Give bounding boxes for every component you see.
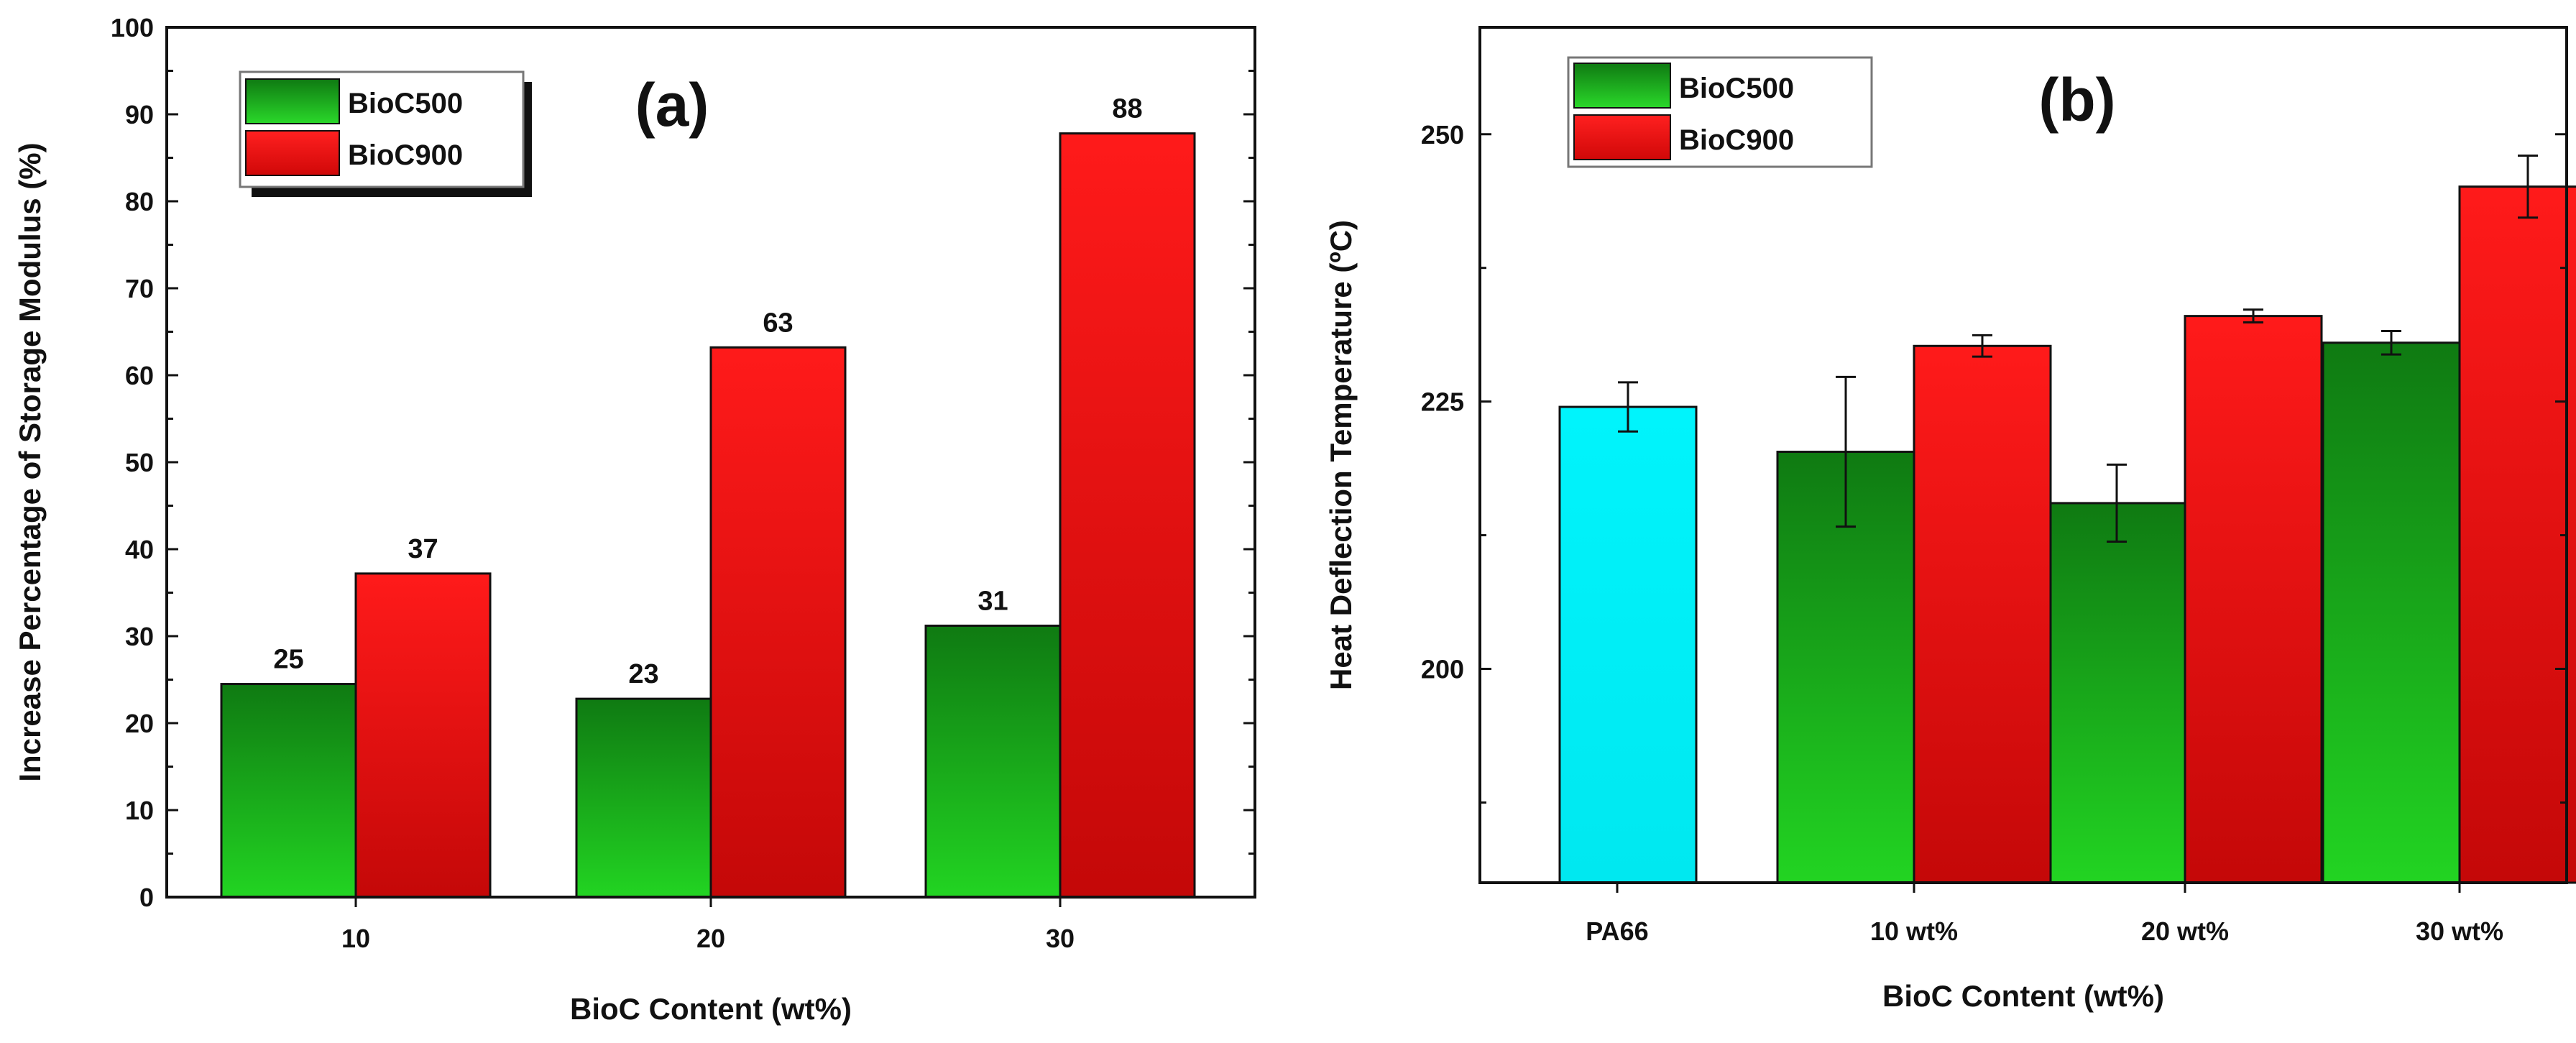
chart-b-x-tick-label: 10 wt% (1870, 916, 1958, 946)
chart-a-legend-label-bioc500: BioC500 (348, 88, 463, 119)
chart-b-y-tick-label: 250 (1421, 120, 1464, 150)
chart-a-x-tick-label: 30 (1046, 924, 1075, 953)
chart-b-y-tick-label: 200 (1421, 655, 1464, 684)
chart-a-bar-bioc500-20 (575, 697, 712, 899)
chart-b-bar-bioc900-30-wt (2458, 185, 2576, 884)
chart-a-y-tick-label: 10 (125, 796, 154, 825)
chart-a-y-ticks: 0 10 20 30 40 50 60 70 80 90 100 (111, 13, 1255, 912)
chart-a-y-tick-label: 40 (125, 535, 154, 564)
chart-a-bar-bioc500-10 (220, 683, 357, 899)
chart-a: 25 23 31 37 63 88 0 10 20 30 40 50 60 70 80 90 100 10 20… (13, 13, 1256, 1026)
chart-a-bar-bioc900-20 (709, 346, 847, 899)
chart-b-y-ticks: 200 225 250 (1421, 120, 2567, 804)
chart-a-y-tick-label: 60 (125, 361, 154, 390)
chart-a-legend-swatch-bioc500 (245, 78, 340, 124)
chart-b-error-bars (1618, 155, 2538, 543)
chart-b-bar-bioc500-20-wt (2047, 502, 2186, 884)
chart-b-bars (1558, 185, 2576, 884)
chart-b-legend: BioC500 BioC900 (1567, 56, 1873, 168)
chart-b-legend-label-bioc500: BioC500 (1679, 73, 1794, 104)
chart-a-value-label-bioc500-30: 31 (978, 586, 1008, 616)
chart-b-y-axis-title: Heat Deflection Temperature (ºC) (1324, 220, 1358, 690)
chart-b-legend-swatch-bioc500 (1573, 63, 1671, 109)
chart-b-y-tick-label: 225 (1421, 387, 1464, 417)
chart-a-x-ticks: 10 20 30 (341, 897, 1075, 953)
chart-a-legend-swatch-bioc900 (245, 130, 340, 176)
chart-a-y-tick-label: 20 (125, 709, 154, 738)
chart-a-legend-label-bioc900: BioC900 (348, 139, 463, 171)
chart-a-value-labels: 25 23 31 37 63 88 (273, 94, 1142, 690)
chart-b: 200 225 250 PA66 10 wt% 20 wt% 30 wt% BioC Co… (1324, 26, 2576, 1013)
chart-a-bar-bioc900-10 (354, 572, 492, 899)
chart-a-y-tick-label: 90 (125, 100, 154, 129)
chart-a-value-label-bioc500-20: 23 (628, 659, 658, 689)
chart-b-x-ticks: PA66 10 wt% 20 wt% 30 wt% (1586, 883, 2503, 946)
chart-a-legend: BioC500 BioC900 (239, 70, 532, 197)
chart-a-x-tick-label: 10 (341, 924, 370, 953)
chart-a-bar-bioc500-30 (924, 624, 1062, 899)
chart-b-bar-bioc500-30-wt (2322, 341, 2461, 884)
chart-b-panel-label: (b) (2038, 66, 2115, 134)
chart-a-y-tick-label: 0 (139, 883, 154, 912)
chart-b-x-tick-label: 30 wt% (2416, 916, 2503, 946)
chart-a-value-label-bioc900-10: 37 (408, 534, 438, 564)
chart-b-legend-label-bioc900: BioC900 (1679, 124, 1794, 156)
chart-a-y-tick-label: 80 (125, 187, 154, 216)
chart-a-value-label-bioc900-20: 63 (763, 308, 793, 338)
chart-a-bar-bioc900-30 (1059, 132, 1196, 899)
chart-b-x-tick-label: PA66 (1586, 916, 1648, 946)
chart-b-bar-bioc900-20-wt (2184, 315, 2323, 884)
chart-a-y-tick-label: 50 (125, 448, 154, 477)
chart-a-value-label-bioc900-30: 88 (1112, 94, 1142, 124)
chart-b-x-tick-label: 20 wt% (2141, 916, 2229, 946)
chart-b-x-axis-title: BioC Content (wt%) (1882, 979, 2164, 1013)
chart-a-x-tick-label: 20 (696, 924, 725, 953)
chart-b-legend-swatch-bioc900 (1573, 114, 1671, 160)
chart-a-x-axis-title: BioC Content (wt%) (570, 992, 852, 1026)
chart-a-y-tick-label: 100 (111, 13, 154, 42)
chart-a-panel-label: (a) (635, 71, 709, 139)
chart-b-plot-frame (1478, 26, 2568, 884)
chart-a-value-label-bioc500-10: 25 (273, 645, 303, 675)
chart-b-bar-bioc900-10-wt (1913, 344, 2052, 884)
chart-a-y-tick-label: 70 (125, 274, 154, 303)
chart-b-bar-pa66-pa66 (1558, 405, 1698, 884)
chart-a-bars (220, 132, 1196, 899)
chart-a-y-axis-title: Increase Percentage of Storage Modulus (… (13, 142, 47, 781)
chart-a-y-tick-label: 30 (125, 622, 154, 651)
